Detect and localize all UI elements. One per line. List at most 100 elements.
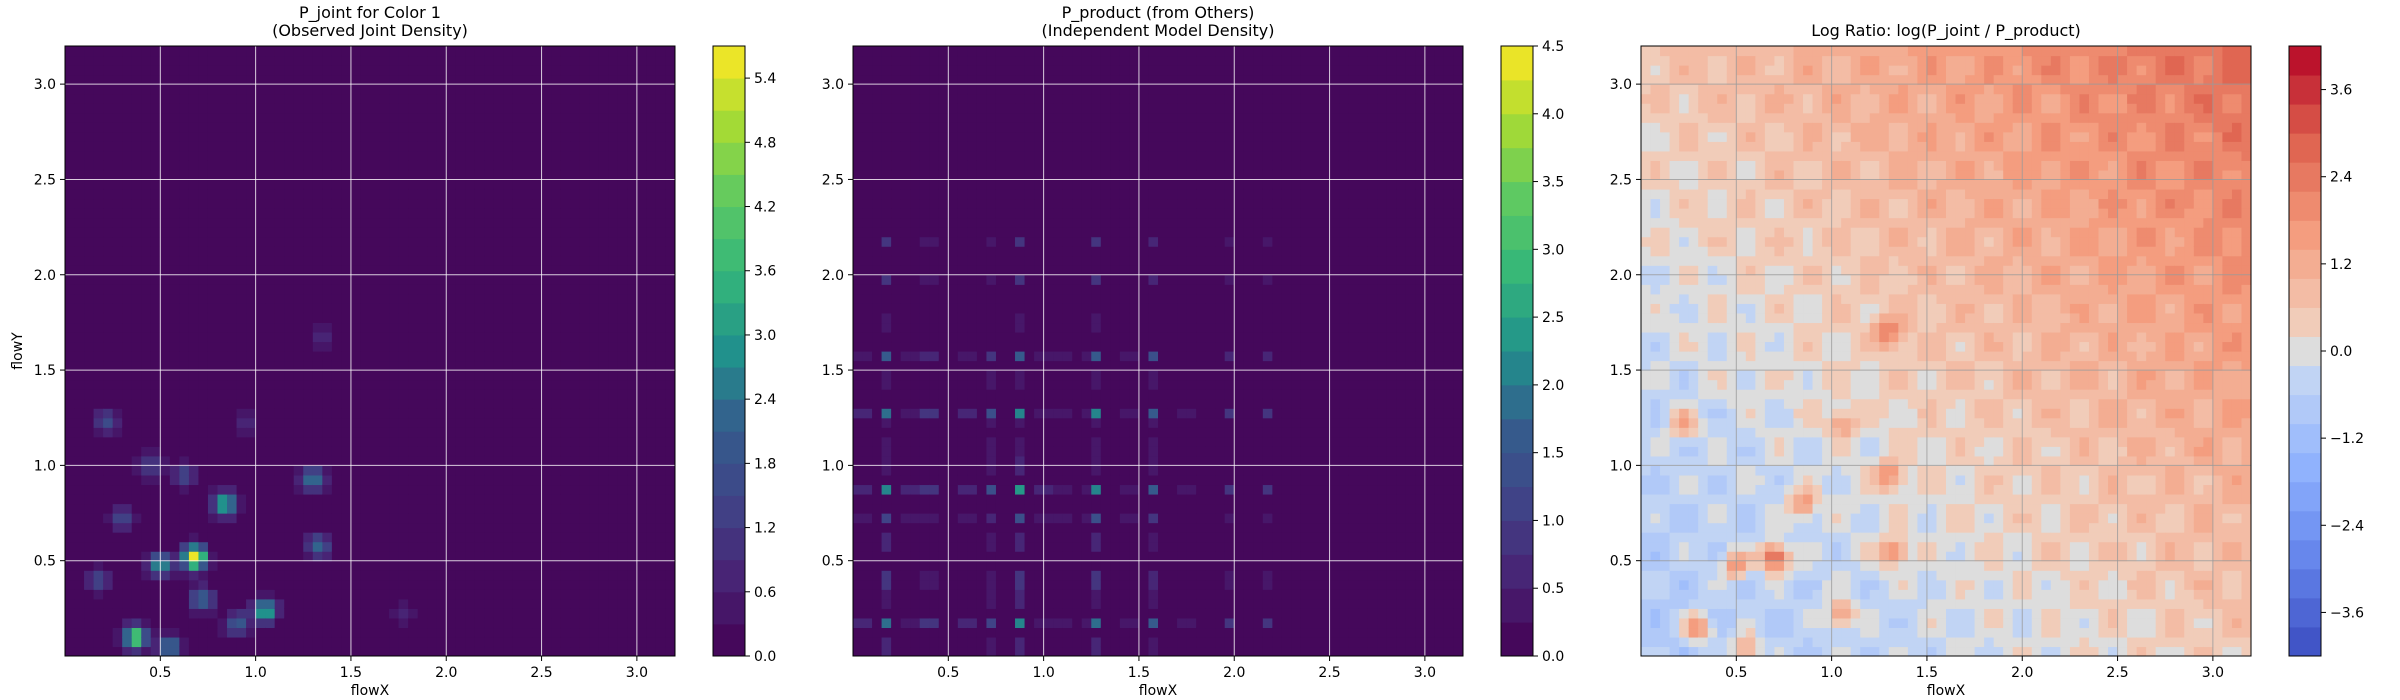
colorbar-tick-label: 0.6 bbox=[754, 585, 776, 601]
heatmap-cell bbox=[455, 493, 466, 505]
heatmap-cell bbox=[284, 484, 295, 495]
heatmap-cell bbox=[207, 141, 219, 152]
heatmap-cell bbox=[910, 84, 921, 95]
heatmap-cell bbox=[179, 532, 190, 543]
heatmap-cell bbox=[236, 608, 247, 619]
heatmap-cell bbox=[227, 55, 238, 66]
heatmap-cell bbox=[589, 169, 600, 181]
heatmap-cell bbox=[103, 160, 114, 171]
heatmap-cell bbox=[398, 455, 409, 466]
heatmap-cell bbox=[93, 636, 104, 648]
title-line-2: (Independent Model Density) bbox=[1042, 21, 1275, 40]
heatmap-cell bbox=[665, 503, 675, 514]
heatmap-cell bbox=[474, 217, 485, 228]
heatmap-cell bbox=[303, 351, 314, 362]
heatmap-cell bbox=[274, 303, 285, 314]
heatmap-cell bbox=[636, 446, 648, 457]
heatmap-cell bbox=[957, 179, 968, 190]
heatmap-cell bbox=[84, 351, 95, 362]
heatmap-cell bbox=[598, 636, 609, 648]
heatmap-cell bbox=[265, 417, 276, 428]
heatmap-cell bbox=[598, 160, 609, 171]
heatmap-cell bbox=[967, 636, 978, 648]
x-tick-label: 1.5 bbox=[340, 665, 362, 681]
heatmap-cell bbox=[570, 446, 581, 457]
heatmap-cell bbox=[284, 322, 295, 333]
heatmap-cell bbox=[617, 284, 628, 295]
heatmap-cell bbox=[929, 274, 940, 285]
heatmap-cell bbox=[881, 389, 892, 400]
heatmap-cell bbox=[665, 560, 675, 571]
heatmap-cell bbox=[274, 141, 285, 152]
heatmap-cell bbox=[207, 522, 219, 533]
heatmap-cell bbox=[417, 46, 428, 57]
heatmap-cell bbox=[646, 465, 657, 476]
heatmap-cell bbox=[84, 617, 95, 629]
heatmap-cell bbox=[312, 598, 323, 609]
heatmap-cell bbox=[341, 532, 352, 543]
heatmap-cell bbox=[389, 446, 400, 457]
heatmap-cell bbox=[274, 255, 285, 266]
heatmap-cell bbox=[408, 532, 419, 543]
heatmap-cell bbox=[217, 284, 228, 295]
heatmap-cell bbox=[617, 436, 628, 447]
heatmap-cell bbox=[455, 417, 466, 428]
heatmap-cell bbox=[598, 93, 609, 104]
heatmap-cell bbox=[417, 427, 428, 438]
heatmap-cell bbox=[274, 608, 285, 619]
heatmap-cell bbox=[379, 341, 390, 352]
heatmap-cell bbox=[900, 274, 911, 285]
heatmap-cell bbox=[919, 217, 930, 228]
heatmap-cell bbox=[84, 522, 95, 533]
heatmap-cell bbox=[255, 513, 266, 524]
heatmap-cell bbox=[274, 150, 285, 161]
heatmap-cell bbox=[141, 513, 152, 524]
heatmap-cell bbox=[331, 408, 343, 419]
heatmap-cell bbox=[227, 179, 238, 190]
heatmap-cell bbox=[217, 579, 228, 590]
heatmap-cell bbox=[474, 465, 485, 476]
heatmap-cell bbox=[636, 322, 648, 333]
heatmap-cell bbox=[570, 265, 581, 276]
heatmap-cell bbox=[274, 65, 285, 76]
heatmap-cell bbox=[122, 636, 133, 648]
heatmap-cell bbox=[65, 46, 76, 57]
heatmap-cell bbox=[417, 312, 428, 324]
heatmap-cell bbox=[891, 265, 902, 276]
heatmap-cell bbox=[436, 122, 447, 133]
heatmap-cell bbox=[455, 436, 466, 447]
heatmap-cell bbox=[150, 169, 161, 181]
heatmap-cell bbox=[929, 570, 940, 581]
heatmap-cell bbox=[560, 150, 571, 161]
heatmap-cell bbox=[322, 617, 333, 629]
heatmap-cell bbox=[408, 617, 419, 629]
heatmap-cell bbox=[929, 522, 940, 533]
colorbar-tick-label: 4.2 bbox=[754, 200, 776, 216]
heatmap-cell bbox=[617, 122, 628, 133]
heatmap-cell bbox=[891, 541, 902, 552]
heatmap-cell bbox=[341, 503, 352, 514]
heatmap-cell bbox=[474, 446, 485, 457]
heatmap-cell bbox=[360, 293, 371, 304]
heatmap-cell bbox=[948, 427, 959, 438]
heatmap-cell bbox=[503, 255, 514, 266]
heatmap-cell bbox=[217, 227, 228, 238]
heatmap-cell bbox=[198, 141, 209, 152]
heatmap-cell bbox=[188, 293, 200, 304]
heatmap-cell bbox=[103, 274, 114, 285]
heatmap-cell bbox=[436, 360, 447, 371]
heatmap-cell bbox=[627, 246, 638, 257]
heatmap-cell bbox=[74, 208, 85, 219]
heatmap-cell bbox=[131, 160, 142, 171]
heatmap-cell bbox=[112, 293, 123, 304]
colorbar-segment bbox=[713, 463, 745, 496]
heatmap-cell bbox=[512, 112, 524, 123]
heatmap-cell bbox=[246, 236, 257, 247]
heatmap-cell bbox=[150, 360, 161, 371]
heatmap-cell bbox=[646, 436, 657, 447]
heatmap-cell bbox=[436, 208, 447, 219]
heatmap-cell bbox=[160, 360, 171, 371]
heatmap-cell bbox=[891, 636, 902, 648]
heatmap-cell bbox=[103, 74, 114, 85]
heatmap-cell bbox=[608, 503, 619, 514]
